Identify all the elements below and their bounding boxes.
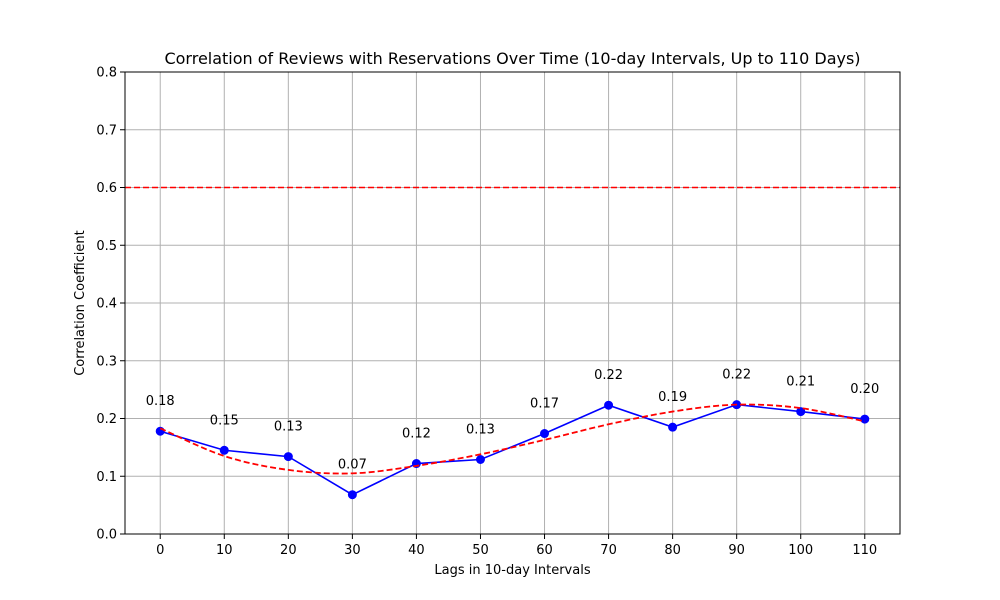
x-tick-label: 80 <box>664 543 681 558</box>
y-tick-label: 0.6 <box>96 181 117 196</box>
x-tick-label: 50 <box>472 543 489 558</box>
data-point <box>347 490 357 500</box>
x-tick-label: 60 <box>536 543 553 558</box>
data-label: 0.19 <box>658 390 687 405</box>
y-tick-label: 0.2 <box>96 412 117 427</box>
y-axis-label: Correlation Coefficient <box>73 230 88 376</box>
data-point <box>155 426 165 436</box>
data-label: 0.17 <box>530 397 559 412</box>
x-tick-label: 110 <box>852 543 877 558</box>
data-point <box>475 455 485 465</box>
x-tick-label: 40 <box>408 543 425 558</box>
x-tick-label: 20 <box>280 543 297 558</box>
data-label: 0.21 <box>786 375 815 390</box>
data-label: 0.15 <box>210 413 239 428</box>
data-label: 0.07 <box>338 458 367 473</box>
y-tick-label: 0.3 <box>96 354 117 369</box>
data-label: 0.13 <box>274 420 303 435</box>
data-point <box>219 445 229 455</box>
x-tick-label: 90 <box>728 543 745 558</box>
series-layer <box>155 400 870 500</box>
data-label: 0.22 <box>722 368 751 383</box>
x-tick-label: 0 <box>156 543 164 558</box>
axis-ticks: 0 10 20 30 40 50 60 70 80 90 100 110 0.0 0.1 0.2 0.3 0.4… <box>96 66 877 559</box>
data-label: 0.13 <box>466 423 495 438</box>
x-tick-label: 30 <box>344 543 361 558</box>
data-label: 0.20 <box>850 382 879 397</box>
data-point <box>604 400 614 410</box>
x-axis-label: Lags in 10-day Intervals <box>434 563 590 578</box>
data-labels: 0.18 0.15 0.13 0.07 0.12 0.13 0.17 0.22 0.19 0.22… <box>146 368 879 473</box>
y-tick-label: 0.5 <box>96 239 117 254</box>
trend-line <box>159 403 865 475</box>
data-label: 0.12 <box>402 427 431 442</box>
y-tick-label: 0.1 <box>96 470 117 485</box>
chart-title: Correlation of Reviews with Reservations… <box>164 49 860 68</box>
data-point <box>283 452 293 462</box>
y-tick-label: 0.8 <box>96 66 117 81</box>
y-tick-label: 0.0 <box>96 528 117 543</box>
y-tick-label: 0.7 <box>96 123 117 138</box>
grid <box>125 71 900 535</box>
x-tick-label: 10 <box>216 543 233 558</box>
data-label: 0.22 <box>594 368 623 383</box>
data-point <box>540 429 550 439</box>
data-point <box>860 414 870 424</box>
y-tick-label: 0.4 <box>96 297 117 312</box>
data-point <box>668 422 678 432</box>
x-tick-label: 70 <box>600 543 617 558</box>
x-tick-label: 100 <box>788 543 813 558</box>
data-label: 0.18 <box>146 394 175 409</box>
